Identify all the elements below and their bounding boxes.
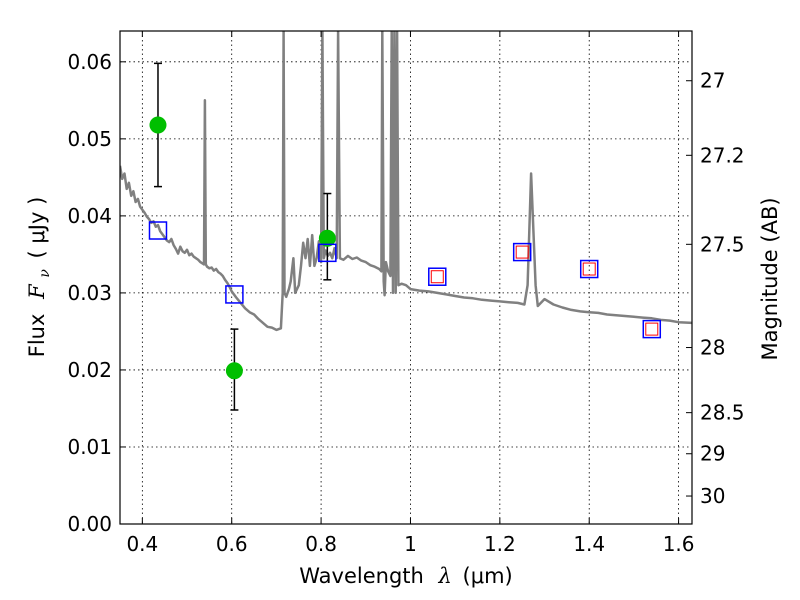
mag-tick-label: 30 [700,484,725,508]
model-photometry-square [512,242,532,262]
model-photometry-inner-square [515,245,529,259]
model-photometry-square [225,285,244,304]
plot-marks [120,31,692,411]
observed-point [318,229,336,247]
model-photometry-square [148,221,168,240]
y-tick-label: 0.00 [67,512,112,536]
sed-line [120,31,692,332]
x-tick-label: 0.4 [126,532,158,556]
x-axis-label-symbol: λ [438,564,452,588]
model-photometry-square [318,243,337,263]
model-photometry-inner-square [645,322,659,336]
mag-tick-label: 27 [700,69,725,93]
plot-frame [119,30,693,525]
mag-tick-label: 29 [700,442,725,466]
y-axis-label-subscript: ν [37,269,53,278]
grid-lines [120,31,692,525]
model-photometry-square [428,267,447,286]
x-tick-label: 1.6 [663,532,695,556]
y-tick-label: 0.02 [67,358,112,382]
x-axis-label: Wavelength λ (μm) [299,564,512,588]
y2-axis-label: Magnitude (AB) [758,197,782,360]
x-axis-label-text: Wavelength [299,564,424,588]
x-tick-label: 1.4 [573,532,605,556]
y-axis-label: Flux F ν ( μJy ) [25,197,54,358]
observed-point [149,116,167,134]
y-tick-label: 0.01 [67,435,112,459]
model-photometry-square [579,259,599,279]
y-axis-label-symbol: F [25,283,49,300]
y-tick-label: 0.03 [67,281,112,305]
y-axis-label-unit: ( μJy ) [25,197,49,259]
y-tick-label: 0.06 [67,50,112,74]
y-axis-label-text: Flux [25,314,49,358]
x-tick-label: 1.2 [484,532,516,556]
y-tick-label: 0.05 [67,127,112,151]
observed-point [225,362,243,380]
x-axis-label-unit: (μm) [463,564,513,588]
model-photometry-inner-square [582,262,596,276]
mag-tick-label: 28.5 [700,401,745,425]
mag-tick-label: 27.2 [700,143,745,167]
mag-tick-label: 27.5 [700,232,745,256]
mag-tick-label: 28 [700,336,725,360]
model-photometry-inner-square [430,270,444,284]
y-tick-label: 0.04 [67,204,112,228]
axis-ticks: 0.4 0.6 0.8 1 1.2 1.4 1.6 0.00 0.01 0.02 0.03 0.04 0… [67,31,745,556]
model-photometry-square [642,319,662,339]
x-tick-label: 1 [404,532,417,556]
x-tick-label: 0.8 [305,532,337,556]
x-tick-label: 0.6 [216,532,248,556]
